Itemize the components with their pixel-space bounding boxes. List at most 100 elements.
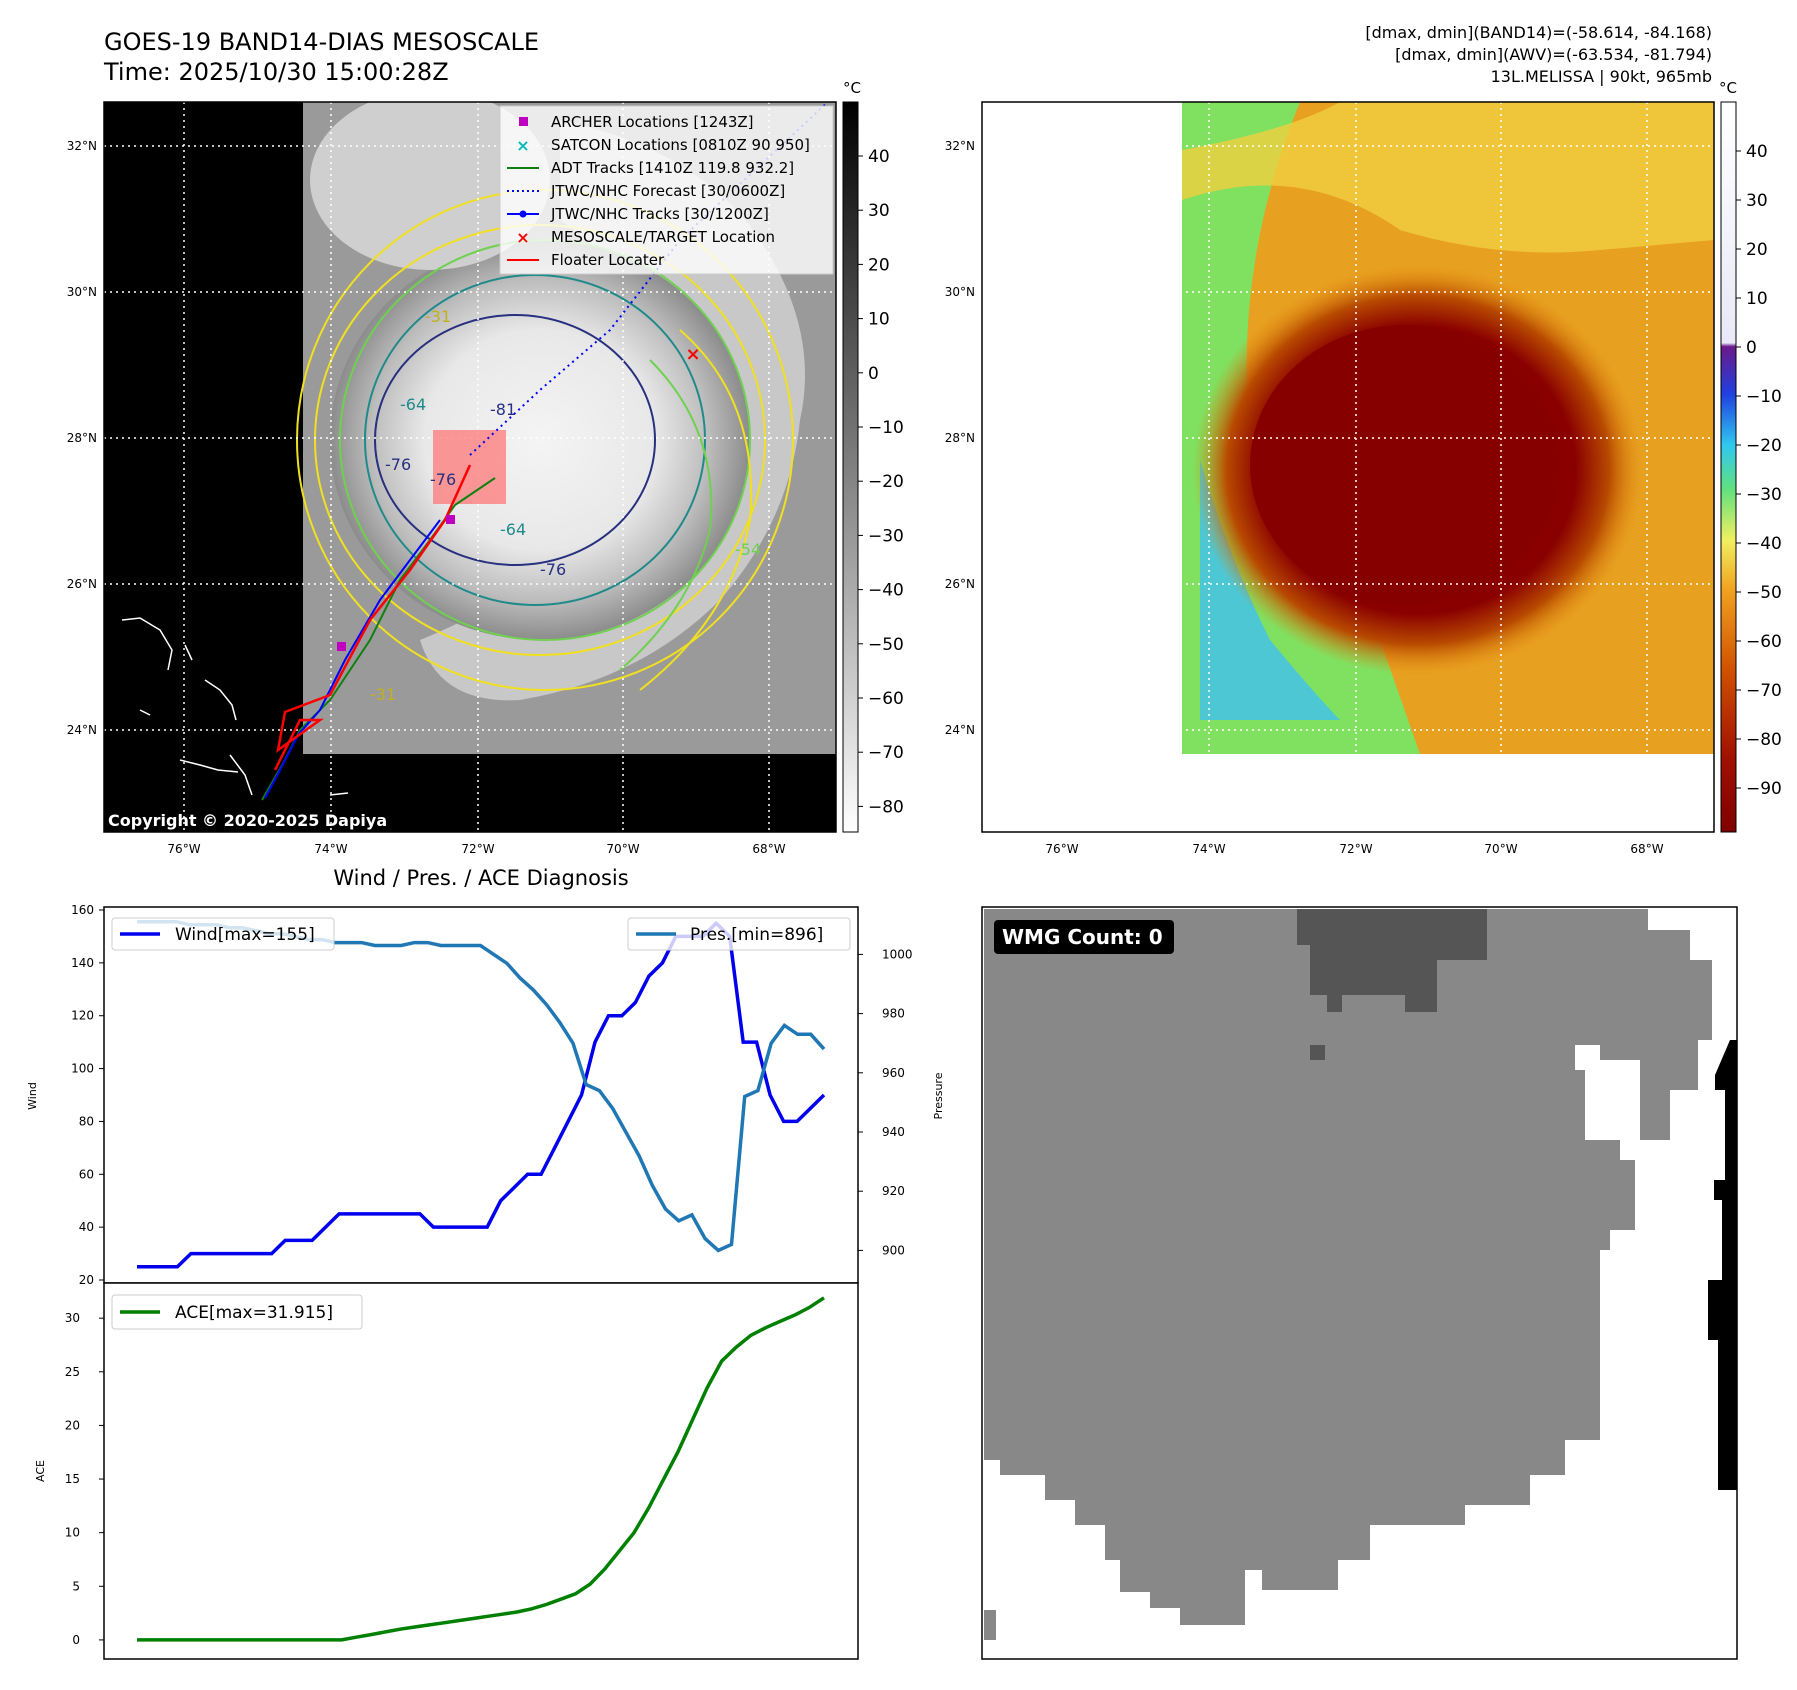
map-2-lat-labels: 32°N 30°N 28°N 26°N 24°N	[945, 139, 975, 737]
colorbar-tick-label: 10	[1746, 289, 1768, 309]
ir-map-frame	[103, 101, 837, 833]
colorbar-2-unit: °C	[1719, 79, 1737, 97]
coastlines	[121, 617, 349, 796]
contour-teal	[364, 274, 706, 606]
wmg-gray-region	[984, 909, 1712, 1625]
lat-label: 30°N	[945, 285, 975, 299]
ace-tick-label: 10	[65, 1526, 80, 1540]
lat-label: 28°N	[67, 431, 97, 445]
contour-label-group: -31 -64 -81 -76 -76 -64 -76 -54 -31	[370, 307, 761, 704]
wmg-count-label: WMG Count: 0	[1002, 925, 1163, 949]
ace-tick-label: 30	[65, 1311, 80, 1325]
wmg-gray-cell	[984, 1610, 996, 1640]
pres-legend-label: Pres.[min=896]	[690, 925, 823, 945]
wmg-black-strip	[1708, 1040, 1737, 1490]
wind-tick-label: 140	[71, 956, 94, 970]
legend-label: ADT Tracks [1410Z 119.8 932.2]	[551, 159, 794, 177]
series-line-ace	[137, 1296, 825, 1642]
forecast-track	[469, 102, 830, 456]
colorbar-tick-label: 0	[1746, 338, 1757, 358]
colorbar-1	[842, 101, 859, 833]
lat-label: 24°N	[945, 723, 975, 737]
colorbar-tick-label: −80	[868, 797, 904, 817]
map-2-gridlines	[982, 102, 1714, 832]
legend-label: JTWC/NHC Forecast [30/0600Z]	[550, 182, 785, 200]
awv-map-panel	[982, 102, 1714, 832]
colorbar-2-ticks: 40 30 20 10 0 −10 −20 −30 −40 −50 −60 −70 −80 −90	[1736, 142, 1782, 799]
lat-label: 24°N	[67, 723, 97, 737]
legend-label: SATCON Locations [0810Z 90 950]	[551, 136, 810, 154]
wind-axis-label: Wind	[26, 1082, 39, 1110]
contour-label: -64	[500, 520, 526, 539]
contour-rainband	[639, 329, 753, 691]
lon-label: 74°W	[1192, 842, 1225, 856]
wmg-count-badge	[994, 920, 1174, 954]
contour-blue	[374, 314, 656, 566]
floater-track	[273, 464, 472, 771]
contour-label: -31	[425, 307, 451, 326]
lon-label: 72°W	[461, 842, 494, 856]
legend-item: × SATCON Locations [0810Z 90 950]	[516, 136, 810, 155]
info-line-2: [dmax, dmin](AWV)=(-63.534, -81.794)	[1395, 45, 1712, 64]
ace-tick-label: 15	[65, 1472, 80, 1486]
colorbar-tick-label: 0	[868, 364, 879, 384]
legend-item: Floater Locater	[507, 251, 665, 269]
contour-label: -76	[430, 470, 456, 489]
contour-label: -76	[385, 455, 411, 474]
wind-tick-label: 80	[79, 1114, 94, 1128]
awv-cyan-region	[1200, 460, 1340, 720]
legend-item: × MESOSCALE/TARGET Location	[516, 228, 775, 247]
legend-item: JTWC/NHC Tracks [30/1200Z]	[507, 205, 769, 223]
lat-label: 32°N	[945, 139, 975, 153]
colorbar-tick-label: −40	[1746, 534, 1782, 554]
pressure-tick-label: 980	[882, 1007, 905, 1021]
pressure-tick-label: 920	[882, 1184, 905, 1198]
pressure-tick-label: 960	[882, 1066, 905, 1080]
colorbar-2	[1720, 101, 1737, 833]
pressure-tick-label: 1000	[882, 947, 913, 961]
lat-label: 26°N	[945, 577, 975, 591]
contour-label: -76	[540, 560, 566, 579]
legend-item: JTWC/NHC Forecast [30/0600Z]	[507, 182, 785, 200]
colorbar-tick-label: −50	[1746, 583, 1782, 603]
storm-cloud-shield	[330, 240, 750, 640]
lon-label: 76°W	[1045, 842, 1078, 856]
colorbar-tick-label: −90	[1746, 779, 1782, 799]
ace-tick-label: 20	[65, 1418, 80, 1432]
contour-label: -31	[370, 685, 396, 704]
colorbar-1-ticks: 40 30 20 10 0 −10 −20 −30 −40 −50 −60 −70 −80	[858, 147, 904, 817]
lon-label: 70°W	[606, 842, 639, 856]
ace-legend-label: ACE[max=31.915]	[175, 1303, 333, 1323]
contour-label: -54	[735, 540, 761, 559]
wind-pres-chart: 20 40 60 80 100 120 140 160 900 920 940 960 980 1000 W…	[71, 903, 912, 1287]
map-1-lat-labels: 32°N 30°N 28°N 26°N 24°N	[67, 139, 97, 737]
title-line-1: GOES-19 BAND14-DIAS MESOSCALE	[104, 28, 539, 56]
title-line-2: Time: 2025/10/30 15:00:28Z	[103, 58, 449, 86]
wind-tick-label: 100	[71, 1062, 94, 1076]
lon-label: 70°W	[1484, 842, 1517, 856]
wmg-panel: WMG Count: 0	[981, 906, 1738, 1660]
colorbar-tick-label: −10	[868, 418, 904, 438]
legend-label: MESOSCALE/TARGET Location	[551, 228, 775, 246]
legend-marker-dot	[519, 210, 527, 218]
colorbar-tick-label: 30	[1746, 191, 1768, 211]
colorbar-tick-label: −70	[1746, 681, 1782, 701]
colorbar-tick-label: −80	[1746, 730, 1782, 750]
wind-tick-label: 40	[79, 1220, 94, 1234]
lon-label: 68°W	[1630, 842, 1663, 856]
info-line-1: [dmax, dmin](BAND14)=(-58.614, -84.168)	[1365, 23, 1712, 42]
legend-label: JTWC/NHC Tracks [30/1200Z]	[550, 205, 769, 223]
wmg-dark-region	[1297, 909, 1487, 1012]
lat-label: 32°N	[67, 139, 97, 153]
pressure-tick-label: 940	[882, 1125, 905, 1139]
ir-map-panel: × -31 -64 -81 -76 -76 -64 -76 -54 -31 AR…	[104, 102, 836, 832]
wind-legend-box	[111, 917, 335, 951]
colorbar-tick-label: 40	[868, 147, 890, 167]
pres-legend-box	[627, 917, 851, 951]
colorbar-tick-label: −70	[868, 743, 904, 763]
colorbar-tick-label: −40	[868, 581, 904, 601]
diagnosis-title: Wind / Pres. / ACE Diagnosis	[333, 866, 628, 890]
ace-tick-label: 25	[65, 1365, 80, 1379]
info-line-3: 13L.MELISSA | 90kt, 965mb	[1491, 67, 1712, 86]
